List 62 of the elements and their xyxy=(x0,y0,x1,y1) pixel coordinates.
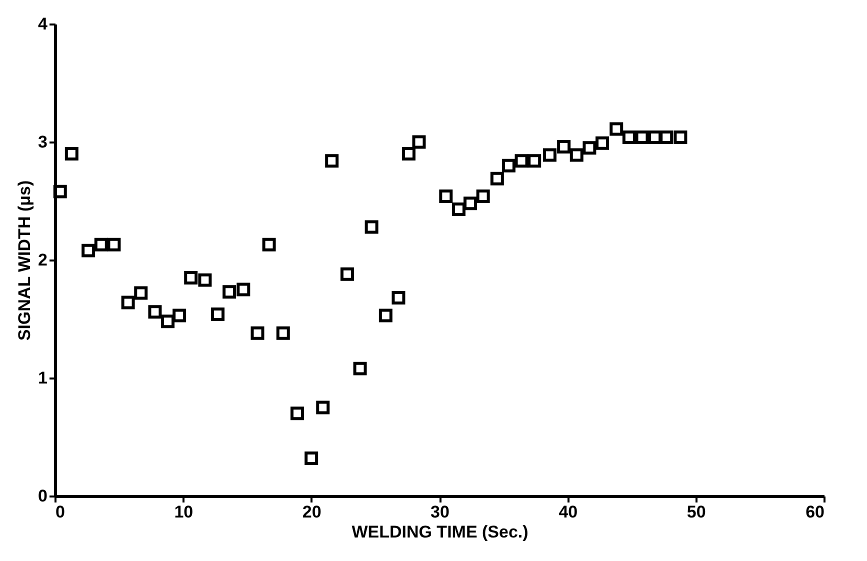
point xyxy=(121,296,135,310)
point xyxy=(316,400,330,414)
point xyxy=(582,141,596,155)
point xyxy=(378,308,392,322)
point xyxy=(262,238,276,252)
point xyxy=(107,238,121,252)
point xyxy=(53,184,67,198)
y-tick-label: 0 xyxy=(38,486,48,506)
point xyxy=(412,135,426,149)
x-tick-label: 20 xyxy=(302,502,322,522)
point xyxy=(161,314,175,328)
point xyxy=(94,238,108,252)
y-tick-label: 1 xyxy=(38,368,48,388)
y-tick-label: 4 xyxy=(38,14,48,34)
y-tick-label: 2 xyxy=(38,250,48,270)
point xyxy=(198,273,212,287)
point xyxy=(172,308,186,322)
x-tick-label: 50 xyxy=(686,502,706,522)
point xyxy=(674,130,688,144)
x-tick-label: 60 xyxy=(806,502,824,522)
point xyxy=(476,190,490,204)
point xyxy=(276,326,290,340)
point xyxy=(290,406,304,420)
point xyxy=(610,122,624,136)
point xyxy=(490,172,504,186)
point xyxy=(660,130,674,144)
point xyxy=(596,136,610,150)
point xyxy=(184,270,198,284)
point xyxy=(528,154,542,168)
point xyxy=(570,148,584,162)
x-tick-label: 10 xyxy=(174,502,194,522)
y-tick-label: 3 xyxy=(38,132,48,152)
point xyxy=(364,220,378,234)
point xyxy=(211,308,225,322)
x-tick-label: 40 xyxy=(558,502,578,522)
x-axis-title: WELDING TIME (Sec.) xyxy=(352,522,528,542)
point xyxy=(304,451,318,465)
point xyxy=(325,154,339,168)
point xyxy=(452,202,466,216)
point xyxy=(622,130,636,144)
point xyxy=(250,326,264,340)
point xyxy=(222,285,236,299)
point xyxy=(542,148,556,162)
point xyxy=(353,362,367,376)
point xyxy=(236,282,250,296)
x-tick-label: 0 xyxy=(56,502,65,522)
point xyxy=(392,291,406,305)
point xyxy=(514,154,528,168)
point xyxy=(464,196,478,210)
point xyxy=(557,140,571,154)
point xyxy=(402,147,416,161)
point xyxy=(502,158,516,172)
point xyxy=(439,190,453,204)
point xyxy=(82,244,96,258)
point xyxy=(635,130,649,144)
point xyxy=(648,130,662,144)
point xyxy=(148,305,162,319)
y-axis-title: SIGNAL WIDTH (μs) xyxy=(15,180,34,341)
point xyxy=(64,147,78,161)
point xyxy=(340,267,354,281)
point xyxy=(134,286,148,300)
x-tick-label: 30 xyxy=(430,502,450,522)
